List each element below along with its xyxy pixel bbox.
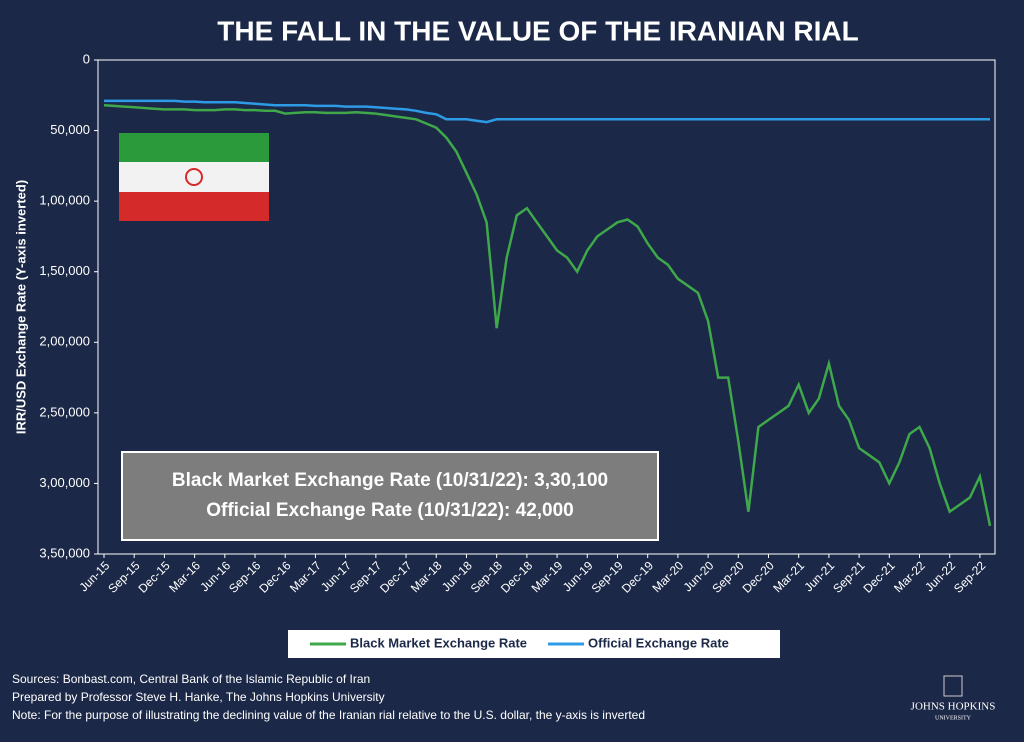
y-tick-label: 2,50,000 xyxy=(39,404,90,419)
y-tick-label: 1,00,000 xyxy=(39,193,90,208)
y-axis-label: IRR/USD Exchange Rate (Y-axis inverted) xyxy=(13,180,28,434)
series-line xyxy=(104,99,990,124)
y-tick-label: 0 xyxy=(83,51,90,66)
plot-frame xyxy=(97,59,996,555)
series-line xyxy=(103,103,992,527)
y-tick-label: 50,000 xyxy=(50,122,90,137)
logo-text: UNIVERSITY xyxy=(935,715,972,721)
footer-note: Prepared by Professor Steve H. Hanke, Th… xyxy=(12,690,385,704)
chart-title: THE FALL IN THE VALUE OF THE IRANIAN RIA… xyxy=(217,15,858,46)
annotation-box: Black Market Exchange Rate (10/31/22): 3… xyxy=(121,451,659,541)
logo-shield xyxy=(943,675,963,697)
y-tick-label: 1,50,000 xyxy=(39,263,90,278)
footer-note: Sources: Bonbast.com, Central Bank of th… xyxy=(12,672,370,686)
legend-label: Black Market Exchange Rate xyxy=(350,635,527,650)
legend-label: Official Exchange Rate xyxy=(588,635,729,650)
annotation: Official Exchange Rate (10/31/22): 42,00… xyxy=(206,500,574,521)
logo-text: JOHNS HOPKINS xyxy=(911,701,996,713)
y-tick-label: 2,00,000 xyxy=(39,334,90,349)
y-tick-label: 3,00,000 xyxy=(39,475,90,490)
y-tick-label: 3,50,000 xyxy=(39,545,90,560)
annotation: Black Market Exchange Rate (10/31/22): 3… xyxy=(172,470,608,491)
flag xyxy=(119,133,269,221)
legend-box xyxy=(288,630,780,658)
footer-note: Note: For the purpose of illustrating th… xyxy=(12,708,645,722)
